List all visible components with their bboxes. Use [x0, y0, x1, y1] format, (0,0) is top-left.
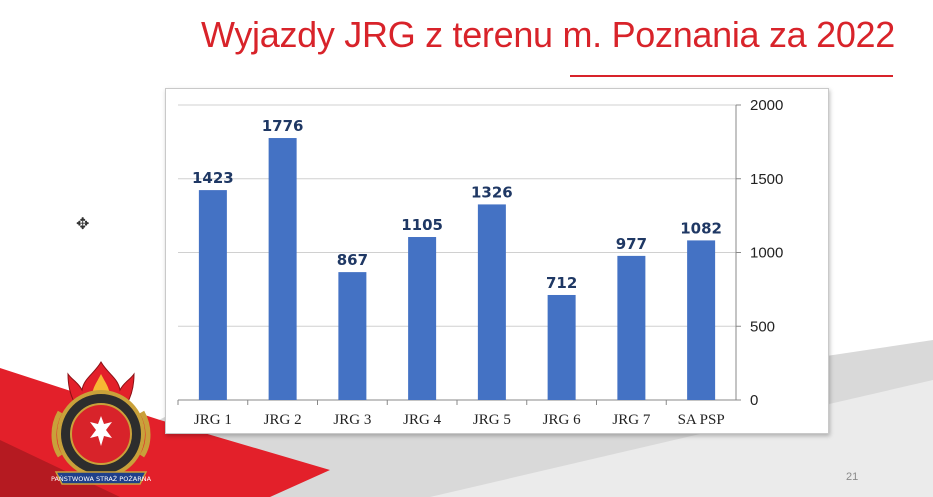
slide-title: Wyjazdy JRG z terenu m. Poznania za 2022 [200, 14, 895, 55]
bar [338, 272, 367, 400]
data-label: 1423 [192, 169, 234, 187]
data-label: 1082 [680, 219, 722, 237]
y-tick-label: 0 [750, 392, 758, 409]
x-tick-label: JRG 7 [612, 412, 650, 428]
y-tick-label: 1500 [750, 171, 783, 188]
x-tick-label: JRG 1 [194, 412, 232, 428]
data-label: 867 [337, 251, 368, 269]
data-label: 977 [616, 235, 647, 253]
data-label: 1326 [471, 183, 513, 201]
bar-chart: 0 500 1000 1500 2000 1423 JRG 1 1776 JRG 2 867 JRG… [177, 97, 783, 428]
y-tick-label: 1000 [750, 245, 783, 262]
move-cursor-icon: ✥ [76, 216, 90, 233]
bar [198, 190, 227, 400]
bar [617, 255, 646, 400]
bar [687, 240, 716, 400]
x-tick-label: JRG 2 [264, 412, 302, 428]
bar [408, 237, 437, 400]
x-tick-label: JRG 6 [543, 412, 581, 428]
bar [477, 204, 506, 400]
page-number: 21 [846, 471, 859, 483]
data-label: 712 [546, 274, 577, 292]
y-tick-label: 500 [750, 318, 775, 335]
x-tick-label: JRG 5 [473, 412, 511, 428]
fire-service-emblem-icon: PAŃSTWOWA STRAŻ POŻARNA [51, 361, 152, 485]
chart-frame: 0 500 1000 1500 2000 1423 JRG 1 1776 JRG 2 867 JRG… [165, 88, 829, 434]
bar [268, 138, 297, 400]
title-underline [570, 75, 893, 77]
svg-text:PAŃSTWOWA STRAŻ POŻARNA: PAŃSTWOWA STRAŻ POŻARNA [51, 474, 152, 483]
x-tick-label: JRG 3 [333, 412, 371, 428]
data-label: 1776 [262, 117, 304, 135]
bar [547, 294, 576, 400]
data-label: 1105 [401, 216, 443, 234]
x-tick-label: JRG 4 [403, 412, 441, 428]
x-tick-label: SA PSP [678, 412, 725, 428]
y-tick-label: 2000 [750, 97, 783, 114]
